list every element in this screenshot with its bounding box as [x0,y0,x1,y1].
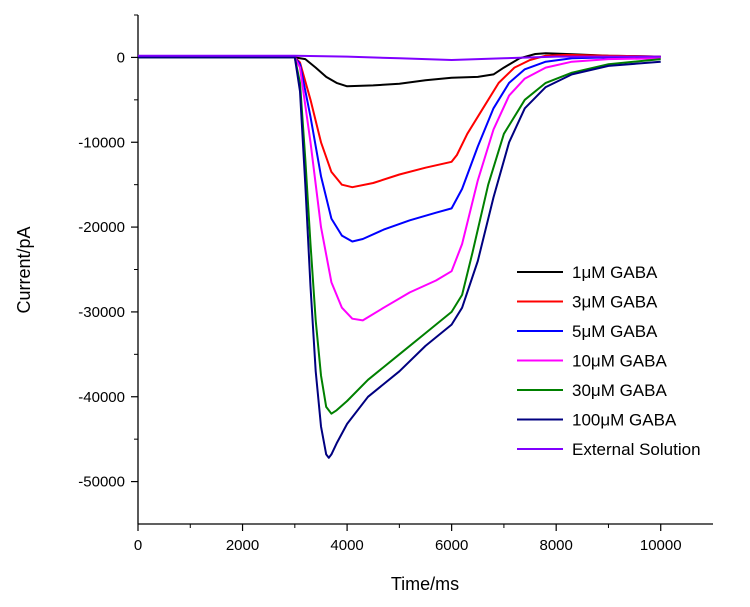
y-tick-label: 0 [117,49,125,66]
legend-label: 3μM GABA [572,293,658,312]
x-tick-label: 2000 [226,537,259,554]
y-axis-title: Current/pA [14,226,34,313]
series-line-4 [138,56,661,415]
series-line-0 [138,52,661,88]
x-tick-label: 10000 [640,537,682,554]
series-line-5 [138,56,661,459]
y-tick-label: -10000 [78,134,125,151]
legend-label: External Solution [572,440,701,459]
y-tick-label: -30000 [78,304,125,321]
legend-label: 1μM GABA [572,263,658,282]
series-line-2 [138,56,661,243]
y-tick-label: -20000 [78,219,125,236]
series-layer [138,52,661,459]
x-tick-label: 4000 [330,537,363,554]
series-line-6 [138,54,661,61]
y-tick-label: -40000 [78,389,125,406]
series-line-3 [138,56,661,322]
y-tick-label: -50000 [78,474,125,491]
x-tick-label: 8000 [539,537,572,554]
x-tick-label: 0 [134,537,142,554]
legend-label: 30μM GABA [572,381,667,400]
legend-label: 5μM GABA [572,322,658,341]
legend-label: 100μM GABA [572,411,677,430]
x-tick-label: 6000 [435,537,468,554]
legend: 1μM GABA 3μM GABA 5μM GABA 10μM GABA 30μM GA… [517,263,701,459]
series-line-1 [138,53,661,189]
legend-label: 10μM GABA [572,352,667,371]
axes-frame: 0 2000 4000 6000 8000 10000 0 -10000 -20000 -3000… [78,14,713,554]
x-axis-title: Time/ms [391,574,459,594]
